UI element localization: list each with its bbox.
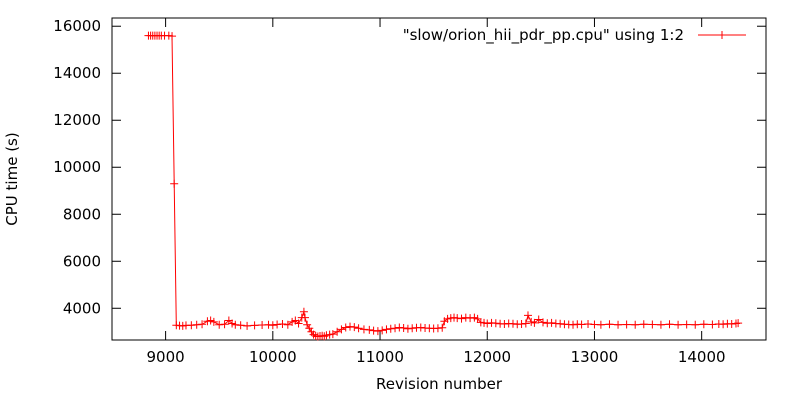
data-point-marker [333, 327, 342, 336]
data-point-marker [294, 319, 303, 328]
data-point-marker [278, 320, 287, 329]
data-point-marker [354, 324, 363, 333]
data-point-marker [527, 317, 536, 326]
data-point-marker [648, 320, 657, 329]
data-point-marker [322, 331, 331, 340]
data-point-marker [674, 320, 683, 329]
data-point-marker [457, 314, 466, 323]
data-point-marker [206, 316, 215, 325]
y-tick-label: 4000 [63, 299, 101, 317]
data-point-marker [699, 320, 708, 329]
legend-marker [718, 31, 726, 39]
data-point-marker [305, 324, 314, 333]
data-point-marker [168, 32, 177, 41]
data-point-marker [209, 317, 218, 326]
data-point-marker [538, 318, 547, 327]
data-point-marker [328, 330, 337, 339]
data-point-marker [300, 313, 309, 322]
y-tick-label: 8000 [63, 205, 101, 223]
data-point-marker [523, 311, 532, 320]
data-point-marker [622, 320, 631, 329]
data-point-marker [373, 327, 382, 336]
data-point-marker [480, 318, 489, 327]
data-point-marker [438, 323, 447, 332]
data-point-marker [665, 320, 674, 329]
data-point-marker [337, 325, 346, 334]
y-tick-label: 6000 [63, 252, 101, 270]
data-point-marker [443, 314, 452, 323]
x-tick-label: 9000 [147, 348, 185, 366]
data-point-marker [470, 313, 479, 322]
data-point-marker [682, 320, 691, 329]
data-point-marker [734, 319, 743, 328]
data-point-marker [391, 324, 400, 333]
data-point-marker [605, 320, 614, 329]
data-point-marker [596, 320, 605, 329]
data-point-marker [236, 321, 245, 330]
y-axis-label: CPU time (s) [3, 132, 21, 225]
data-point-marker [473, 314, 482, 323]
x-tick-label: 13000 [571, 348, 619, 366]
data-point-marker [399, 324, 408, 333]
axis-ticks [112, 18, 766, 340]
y-tick-label: 16000 [53, 17, 101, 35]
data-point-marker [309, 330, 318, 339]
data-point-marker [350, 323, 359, 332]
data-point-marker [250, 321, 259, 330]
y-tick-label: 14000 [53, 64, 101, 82]
y-tick-label: 10000 [53, 158, 101, 176]
data-point-marker [534, 315, 543, 324]
data-point-marker [382, 325, 391, 334]
data-point-marker [243, 321, 252, 330]
data-point-marker [220, 320, 229, 329]
data-point-marker [320, 332, 329, 341]
data-point-marker [656, 320, 665, 329]
data-point-marker [639, 320, 648, 329]
data-point-marker [365, 325, 374, 334]
data-point-marker [614, 320, 623, 329]
data-point-marker [203, 317, 212, 326]
legend: "slow/orion_hii_pdr_pp.cpu" using 1:2 [403, 26, 746, 45]
x-tick-label: 11000 [356, 348, 404, 366]
plot-frame [111, 17, 767, 341]
series-layer [144, 31, 743, 341]
data-point-marker [341, 323, 350, 332]
x-axis-label: Revision number [376, 375, 503, 393]
data-point-marker [283, 320, 292, 329]
data-point-marker [303, 320, 312, 329]
data-point-marker [170, 179, 179, 188]
y-tick-label: 12000 [53, 111, 101, 129]
data-point-marker [288, 317, 297, 326]
tick-labels: 9000 10000 11000 12000 13000 14000 4000 6000 800… [53, 17, 725, 366]
data-point-marker [228, 319, 237, 328]
x-tick-label: 14000 [678, 348, 726, 366]
data-point-marker [198, 320, 207, 329]
legend-label: "slow/orion_hii_pdr_pp.cpu" using 1:2 [403, 26, 684, 45]
series-line [148, 35, 739, 338]
data-point-marker [268, 321, 277, 330]
x-tick-label: 10000 [249, 348, 297, 366]
data-point-marker [547, 318, 556, 327]
x-tick-label: 12000 [463, 348, 511, 366]
data-point-marker [483, 319, 492, 328]
data-point-marker [691, 320, 700, 329]
data-point-marker [631, 320, 640, 329]
data-point-marker [378, 326, 387, 335]
data-point-marker [530, 318, 539, 327]
data-point-marker [521, 319, 530, 328]
data-point-marker [299, 307, 308, 316]
